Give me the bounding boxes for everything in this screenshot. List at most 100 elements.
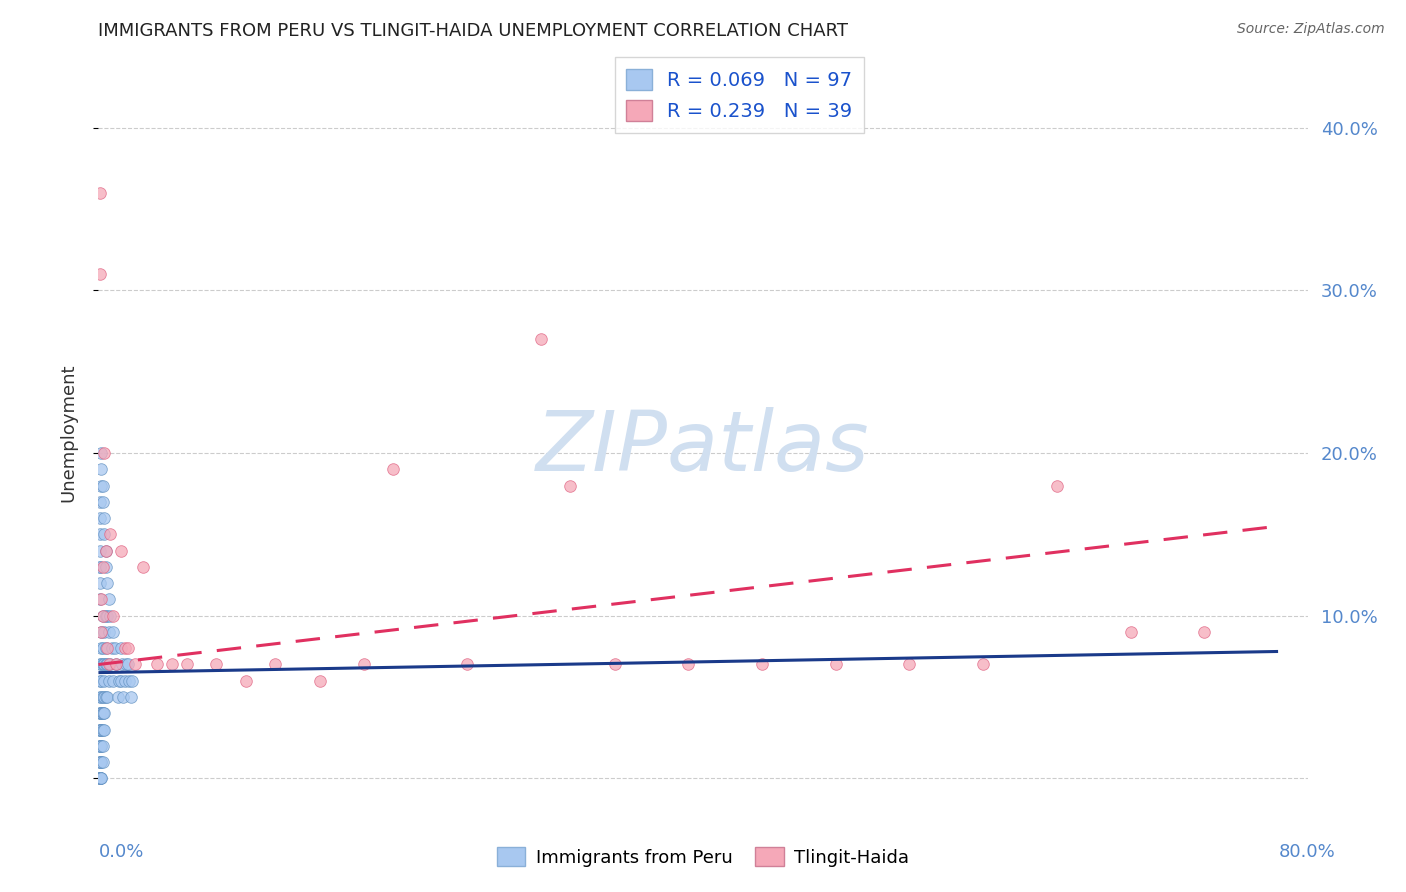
Point — [1119, 624, 1142, 639]
Point — [105, 657, 128, 672]
Point — [90, 446, 112, 460]
Point — [97, 673, 120, 688]
Point — [101, 673, 124, 688]
Point — [1046, 478, 1069, 492]
Point — [94, 543, 117, 558]
Point — [93, 657, 115, 672]
Point — [91, 608, 114, 623]
Point — [90, 723, 112, 737]
Point — [93, 673, 115, 688]
Point — [96, 576, 118, 591]
Point — [91, 755, 114, 769]
Point — [110, 673, 132, 688]
Point — [98, 657, 121, 672]
Point — [89, 723, 111, 737]
Point — [146, 657, 169, 672]
Point — [121, 673, 143, 688]
Point — [89, 772, 111, 786]
Point — [91, 690, 114, 704]
Text: 80.0%: 80.0% — [1279, 843, 1336, 861]
Point — [105, 657, 128, 672]
Point — [104, 641, 127, 656]
Point — [89, 739, 111, 753]
Point — [118, 673, 141, 688]
Point — [89, 511, 111, 525]
Point — [382, 462, 405, 476]
Point — [89, 739, 111, 753]
Point — [97, 624, 120, 639]
Point — [90, 755, 112, 769]
Point — [89, 739, 111, 753]
Point — [89, 559, 111, 574]
Point — [98, 608, 121, 623]
Point — [90, 739, 112, 753]
Point — [89, 723, 111, 737]
Point — [89, 772, 111, 786]
Point — [91, 723, 114, 737]
Point — [89, 495, 111, 509]
Text: ZIPatlas: ZIPatlas — [536, 407, 870, 488]
Point — [89, 186, 111, 200]
Point — [160, 657, 183, 672]
Point — [93, 511, 115, 525]
Point — [117, 641, 139, 656]
Point — [560, 478, 582, 492]
Point — [91, 657, 114, 672]
Point — [456, 657, 478, 672]
Legend: Immigrants from Peru, Tlingit-Haida: Immigrants from Peru, Tlingit-Haida — [489, 840, 917, 874]
Point — [89, 543, 111, 558]
Point — [101, 608, 124, 623]
Point — [93, 690, 115, 704]
Point — [678, 657, 700, 672]
Point — [89, 723, 111, 737]
Point — [93, 527, 115, 541]
Point — [90, 706, 112, 721]
Point — [108, 673, 131, 688]
Point — [89, 706, 111, 721]
Text: IMMIGRANTS FROM PERU VS TLINGIT-HAIDA UNEMPLOYMENT CORRELATION CHART: IMMIGRANTS FROM PERU VS TLINGIT-HAIDA UN… — [98, 22, 848, 40]
Point — [91, 739, 114, 753]
Point — [97, 592, 120, 607]
Point — [176, 657, 198, 672]
Point — [96, 690, 118, 704]
Point — [530, 332, 553, 346]
Point — [90, 592, 112, 607]
Point — [90, 723, 112, 737]
Point — [1194, 624, 1216, 639]
Point — [90, 772, 112, 786]
Point — [89, 755, 111, 769]
Point — [89, 772, 111, 786]
Point — [91, 478, 114, 492]
Point — [93, 624, 115, 639]
Point — [90, 624, 112, 639]
Text: 0.0%: 0.0% — [98, 843, 143, 861]
Point — [90, 641, 112, 656]
Point — [93, 706, 115, 721]
Point — [114, 673, 136, 688]
Point — [101, 624, 124, 639]
Point — [751, 657, 773, 672]
Point — [90, 739, 112, 753]
Y-axis label: Unemployment: Unemployment — [59, 363, 77, 502]
Point — [112, 690, 135, 704]
Point — [124, 657, 146, 672]
Point — [90, 755, 112, 769]
Point — [89, 559, 111, 574]
Point — [264, 657, 287, 672]
Point — [91, 706, 114, 721]
Point — [94, 657, 117, 672]
Point — [120, 690, 142, 704]
Point — [117, 657, 139, 672]
Point — [91, 495, 114, 509]
Point — [89, 690, 111, 704]
Point — [111, 657, 134, 672]
Point — [110, 641, 132, 656]
Point — [94, 559, 117, 574]
Point — [131, 559, 153, 574]
Point — [89, 772, 111, 786]
Point — [110, 543, 132, 558]
Point — [91, 641, 114, 656]
Point — [205, 657, 228, 672]
Point — [91, 559, 114, 574]
Point — [89, 755, 111, 769]
